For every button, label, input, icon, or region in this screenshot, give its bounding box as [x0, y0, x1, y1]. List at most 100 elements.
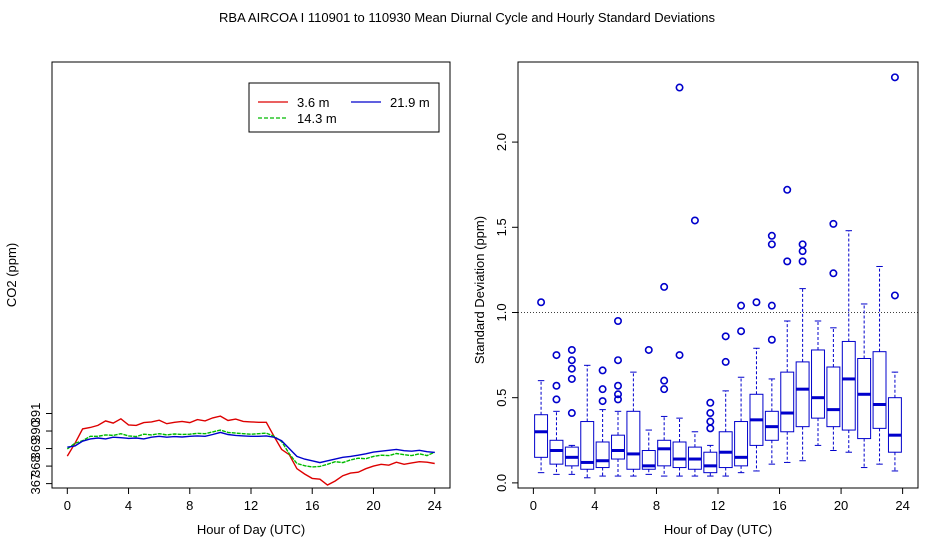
box-hour-22.5: [872, 265, 887, 465]
legend-label-21-9m: 21.9 m: [390, 95, 430, 110]
outlier-point: [767, 335, 776, 344]
outlier-point: [829, 219, 838, 228]
box-hour-14.5: [749, 298, 764, 472]
figure-title: RBA AIRCOA I 110901 to 110930 Mean Diurn…: [219, 10, 715, 25]
box-iqr: [580, 421, 595, 470]
y-tick-label: 368: [28, 455, 43, 477]
box-hour-4.5: [595, 366, 610, 477]
outlier-point: [798, 257, 807, 266]
outlier-point: [644, 345, 653, 354]
outlier-point: [706, 398, 715, 407]
box-iqr: [857, 357, 872, 440]
legend-label-3-6m: 3.6 m: [297, 95, 330, 110]
x-tick-label: 20: [834, 498, 848, 513]
outlier-point: [721, 332, 730, 341]
x-tick-label: 24: [895, 498, 909, 513]
outlier-point: [783, 185, 792, 194]
box-iqr: [795, 361, 810, 428]
x-tick-label: 12: [711, 498, 725, 513]
outlier-point: [767, 240, 776, 249]
x-tick-label: 12: [244, 498, 258, 513]
outlier-point: [798, 240, 807, 249]
box-hour-2.5: [564, 345, 579, 475]
series-line-14-3-m: [66, 429, 435, 468]
outlier-point: [890, 291, 899, 300]
box-iqr: [703, 451, 718, 474]
box-iqr: [718, 431, 733, 469]
series-line-3-6-m: [66, 415, 435, 486]
box-iqr: [826, 366, 841, 428]
x-tick-label: 4: [591, 498, 598, 513]
outlier-point: [829, 269, 838, 278]
outlier-point: [537, 298, 546, 307]
box-iqr: [872, 351, 887, 429]
box-iqr: [549, 439, 564, 465]
co2-legend: 3.6 m 14.3 m 21.9 m: [248, 82, 440, 133]
outlier-point: [613, 395, 622, 404]
outlier-point: [567, 409, 576, 418]
box-hour-8.5: [657, 282, 672, 477]
box-hour-6.5: [626, 371, 641, 477]
outlier-point: [552, 351, 561, 360]
x-tick-label: 4: [125, 498, 132, 513]
x-tick-label: 24: [427, 498, 441, 513]
box-iqr: [734, 421, 749, 467]
x-tick-label: 8: [653, 498, 660, 513]
box-hour-10.5: [687, 216, 702, 477]
outlier-point: [613, 381, 622, 390]
y-tick-label: 369: [28, 438, 43, 460]
box-hour-13.5: [734, 301, 749, 474]
box-hour-23.5: [887, 73, 902, 472]
box-hour-17.5: [795, 240, 810, 462]
y-tick-label: 1.0: [494, 303, 509, 321]
outlier-point: [737, 327, 746, 336]
x-tick-label: 16: [305, 498, 319, 513]
outlier-point: [660, 376, 669, 385]
outlier-point: [613, 390, 622, 399]
outlier-point: [890, 73, 899, 82]
outlier-point: [567, 356, 576, 365]
box-hour-0.5: [534, 298, 549, 474]
outlier-point: [721, 357, 730, 366]
outlier-point: [613, 356, 622, 365]
legend-label-14-3m: 14.3 m: [297, 111, 337, 126]
outlier-point: [706, 417, 715, 426]
box-hour-11.5: [703, 398, 718, 477]
outlier-point: [598, 385, 607, 394]
series-line-21-9-m: [67, 431, 435, 464]
box-hour-21.5: [857, 303, 872, 469]
outlier-point: [752, 298, 761, 307]
outlier-point: [613, 317, 622, 326]
legend-box: [248, 82, 440, 133]
box-hour-7.5: [641, 345, 656, 475]
box-iqr: [595, 441, 610, 469]
box-iqr: [611, 434, 625, 460]
y-tick-label: 367: [28, 473, 43, 495]
outlier-point: [567, 364, 576, 373]
box-iqr: [657, 439, 672, 467]
outlier-point: [706, 409, 715, 418]
x-tick-label: 8: [186, 498, 193, 513]
outlier-point: [598, 366, 607, 375]
box-iqr: [811, 349, 825, 419]
co2-x-axis-label: Hour of Day (UTC): [197, 522, 305, 537]
outlier-point: [567, 374, 576, 383]
outlier-point: [675, 351, 684, 360]
box-hour-20.5: [841, 230, 856, 453]
box-iqr: [780, 371, 795, 433]
y-tick-label: 391: [28, 403, 43, 425]
box-hour-18.5: [811, 320, 825, 446]
box-iqr: [841, 340, 856, 431]
outlier-point: [660, 282, 669, 291]
outlier-point: [783, 257, 792, 266]
outlier-point: [767, 301, 776, 310]
box-hour-15.5: [764, 231, 779, 465]
box-hour-16.5: [780, 185, 795, 463]
outlier-point: [598, 397, 607, 406]
std-x-axis-label: Hour of Day (UTC): [664, 522, 772, 537]
y-tick-label: 390: [28, 420, 43, 442]
box-iqr: [626, 410, 641, 470]
y-tick-label: 2.0: [494, 133, 509, 151]
